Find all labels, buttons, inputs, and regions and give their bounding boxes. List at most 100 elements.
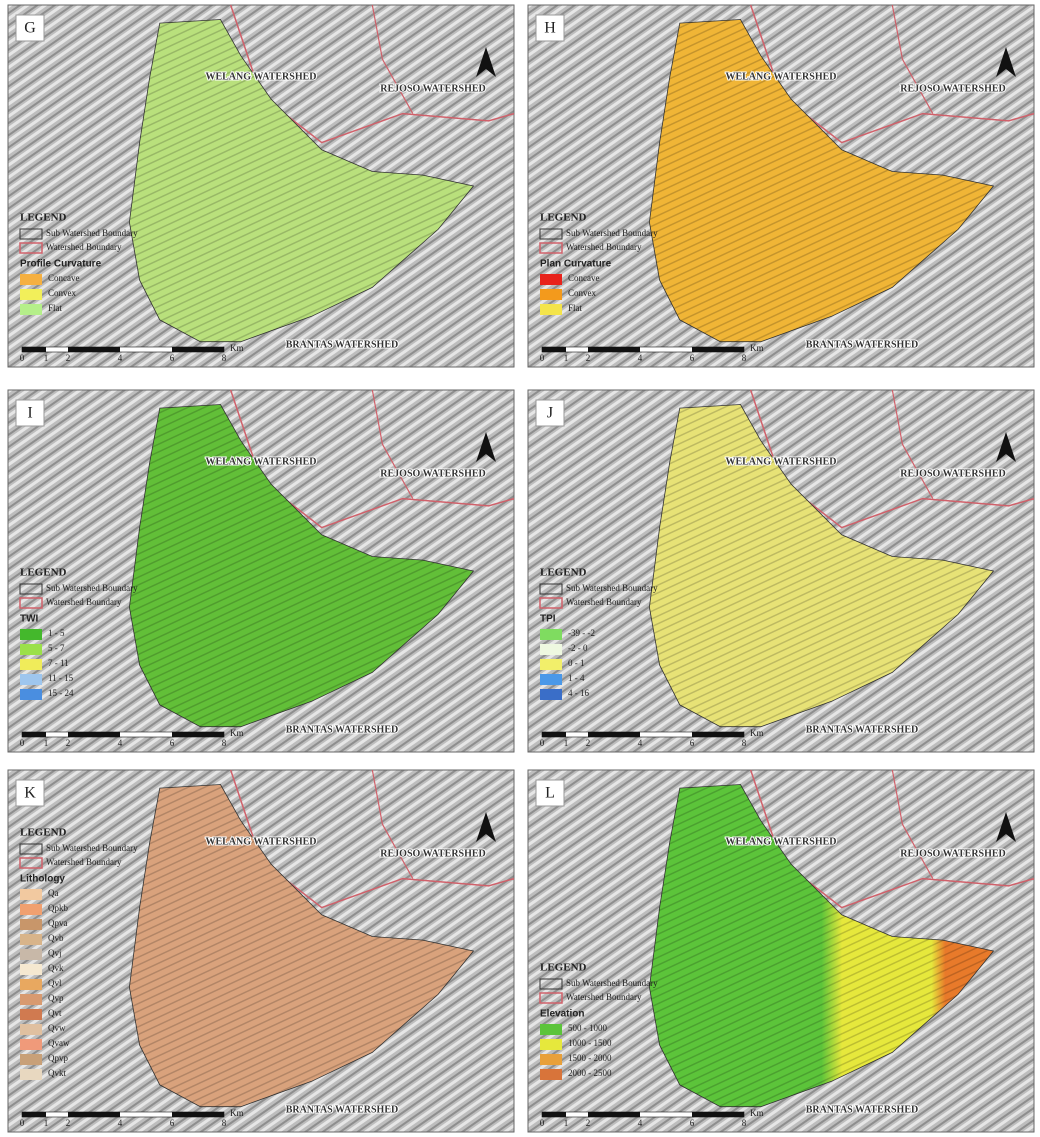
panel-label: H	[544, 20, 556, 37]
scale-bar-segment	[588, 1112, 640, 1117]
scale-unit: Km	[230, 1108, 244, 1118]
panel-label: G	[24, 20, 36, 37]
scale-unit: Km	[750, 1108, 764, 1118]
legend-swatch	[20, 674, 42, 685]
watershed-name: BRANTAS WATERSHED	[806, 1104, 919, 1115]
legend-heading: LEGEND	[20, 567, 67, 579]
panel-label: K	[24, 785, 36, 802]
legend-text: Qa	[48, 888, 59, 898]
scale-label: 6	[690, 1118, 695, 1128]
legend-text: Qpva	[48, 918, 68, 928]
scale-label: 1	[44, 353, 49, 363]
legend-text: Qvp	[48, 993, 64, 1003]
legend-heading: LEGEND	[540, 962, 587, 974]
legend-text: Sub Watershed Boundary	[566, 978, 658, 988]
legend-swatch	[540, 644, 562, 655]
legend-text: 4 - 16	[568, 688, 589, 698]
legend-swatch	[540, 1054, 562, 1065]
legend-text: Concave	[48, 273, 80, 283]
figure: G WELANG WATERSHED REJOSO WATERSHED BRANTAS…	[0, 0, 1040, 1137]
legend-swatch	[20, 1054, 42, 1065]
scale-label: 8	[742, 353, 747, 363]
scale-bar-segment	[692, 732, 744, 737]
map-panel: LWELANG WATERSHEDREJOSO WATERSHEDBRANTAS…	[528, 770, 1034, 1132]
scale-label: 0	[20, 738, 25, 748]
scale-label: 2	[586, 1118, 591, 1128]
watershed-name: REJOSO WATERSHED	[900, 468, 1006, 479]
scale-label: 4	[638, 353, 643, 363]
watershed-name: REJOSO WATERSHED	[900, 848, 1006, 859]
scale-label: 6	[690, 353, 695, 363]
scale-label: 0	[540, 1118, 545, 1128]
watershed-name: BRANTAS WATERSHED	[286, 724, 399, 735]
legend-swatch	[20, 934, 42, 945]
legend-text: 1000 - 1500	[568, 1038, 612, 1048]
legend-swatch	[540, 674, 562, 685]
legend-swatch	[20, 904, 42, 915]
scale-label: 4	[118, 738, 123, 748]
legend-text: Qvk	[48, 963, 64, 973]
watershed-name: BRANTAS WATERSHED	[286, 1104, 399, 1115]
legend-swatch	[20, 644, 42, 655]
legend-text: Qvt	[48, 1008, 62, 1018]
legend-text: 11 - 15	[48, 673, 74, 683]
scale-bar-segment	[172, 347, 224, 352]
legend-heading: LEGEND	[20, 212, 67, 224]
scale-bar-segment	[22, 732, 46, 737]
legend-title: Plan Curvature	[540, 259, 612, 270]
legend-text: Qvb	[48, 933, 64, 943]
scale-bar-segment	[68, 347, 120, 352]
scale-label: 8	[222, 1118, 227, 1128]
scale-label: 2	[586, 353, 591, 363]
watershed-name: WELANG WATERSHED	[725, 456, 836, 467]
watershed-name: REJOSO WATERSHED	[380, 83, 486, 94]
scale-bar-segment	[542, 347, 566, 352]
legend-swatch	[20, 304, 42, 315]
watershed-name: WELANG WATERSHED	[725, 71, 836, 82]
legend-text: Flat	[48, 303, 63, 313]
scale-label: 2	[66, 353, 71, 363]
scale-bar-segment	[542, 732, 566, 737]
legend-heading: LEGEND	[20, 827, 67, 839]
scale-bar-segment	[588, 347, 640, 352]
legend-text: 1 - 4	[568, 673, 585, 683]
scale-unit: Km	[750, 728, 764, 738]
legend-text: 0 - 1	[568, 658, 585, 668]
scale-unit: Km	[230, 728, 244, 738]
scale-label: 0	[540, 738, 545, 748]
legend-text: 1500 - 2000	[568, 1053, 612, 1063]
legend-text: Qpkb	[48, 903, 68, 913]
panel-label: J	[547, 405, 553, 422]
legend-text: Sub Watershed Boundary	[566, 583, 658, 593]
legend-text: Watershed Boundary	[46, 242, 122, 252]
scale-label: 2	[66, 1118, 71, 1128]
legend-swatch	[20, 1039, 42, 1050]
legend-swatch	[20, 964, 42, 975]
scale-bar-segment	[692, 1112, 744, 1117]
legend-text: Sub Watershed Boundary	[46, 583, 138, 593]
legend-text: Qvw	[48, 1023, 66, 1033]
legend-swatch	[20, 289, 42, 300]
scale-bar-segment	[692, 347, 744, 352]
scale-label: 6	[170, 1118, 175, 1128]
scale-label: 1	[44, 738, 49, 748]
watershed-name: WELANG WATERSHED	[205, 456, 316, 467]
legend-text: Watershed Boundary	[566, 597, 642, 607]
legend-heading: LEGEND	[540, 212, 587, 224]
legend-swatch	[20, 1024, 42, 1035]
scale-label: 4	[638, 738, 643, 748]
scale-label: 1	[564, 353, 569, 363]
scale-label: 4	[118, 1118, 123, 1128]
scale-unit: Km	[230, 343, 244, 353]
scale-label: 1	[564, 738, 569, 748]
legend-title: TPI	[540, 614, 556, 625]
scale-label: 8	[222, 738, 227, 748]
legend-swatch	[540, 274, 562, 285]
legend-swatch	[20, 659, 42, 670]
panel-label: I	[27, 405, 32, 422]
legend-text: Sub Watershed Boundary	[46, 843, 138, 853]
watershed-name: REJOSO WATERSHED	[380, 468, 486, 479]
map-panel: GWELANG WATERSHEDREJOSO WATERSHEDBRANTAS…	[8, 5, 514, 367]
